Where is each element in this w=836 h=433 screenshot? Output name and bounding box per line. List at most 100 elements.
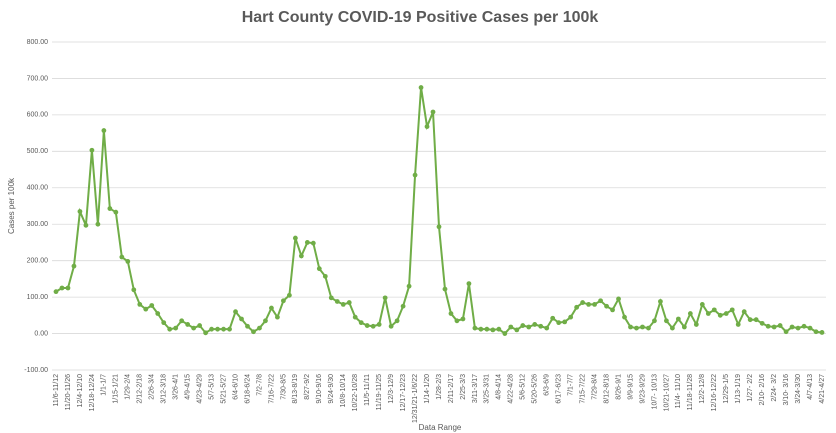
point — [442, 286, 448, 292]
point — [65, 285, 71, 291]
x-tick-label: 6/17-6/23 — [556, 374, 563, 404]
point — [53, 289, 59, 295]
x-tick-label: 3/10- 3/16 — [783, 374, 790, 406]
point — [771, 324, 777, 330]
point — [669, 325, 675, 331]
x-tick-label: 11/18-11/28 — [687, 374, 694, 410]
point — [233, 309, 238, 315]
point — [382, 295, 388, 301]
point — [604, 303, 609, 309]
point — [340, 302, 346, 307]
point — [490, 327, 496, 333]
point — [795, 325, 801, 331]
point — [448, 311, 454, 316]
x-tick-label: 5/6-5/12 — [520, 374, 527, 400]
point — [167, 326, 173, 332]
point — [281, 298, 286, 304]
x-tick-label: 12/3-12/9 — [388, 374, 395, 404]
point — [729, 307, 735, 313]
x-tick-label: 12/16-12/22 — [711, 374, 718, 411]
point — [328, 295, 334, 301]
y-tick-label: 400.00 — [27, 185, 49, 192]
point — [747, 317, 753, 323]
x-tick-label: 4/7-4/13 — [807, 374, 814, 400]
point — [777, 323, 783, 328]
point — [765, 323, 771, 329]
x-tick-label: 7/1-7/7 — [568, 374, 575, 396]
point — [125, 258, 131, 264]
x-tick-label: 1/13-1/19 — [735, 374, 742, 404]
point — [95, 221, 101, 227]
point — [783, 329, 789, 335]
x-tick-label: 7/16-7/22 — [268, 374, 275, 404]
x-tick-label: 7/2-7/8 — [256, 374, 263, 396]
x-tick-label: 12/29-1/5 — [723, 374, 730, 404]
x-tick-label: 1/29-2/4 — [125, 374, 132, 400]
point — [813, 329, 819, 335]
point — [257, 325, 262, 331]
point — [322, 273, 328, 279]
y-tick-label: -100.00 — [24, 367, 48, 374]
point — [173, 325, 179, 331]
x-tick-label: 3/24-3/30 — [795, 374, 802, 404]
point — [502, 331, 508, 336]
point — [179, 318, 185, 324]
x-tick-label: 8/26-9/1 — [615, 374, 622, 400]
x-tick-label: 8/27-9/2 — [304, 374, 311, 400]
point — [664, 318, 669, 324]
x-tick-label: 10/7- 10/13 — [651, 374, 658, 410]
point — [185, 322, 191, 327]
point — [346, 300, 352, 305]
x-tick-label: 1/28-2/3 — [436, 374, 443, 400]
y-tick-label: 0.00 — [34, 330, 48, 337]
x-tick-label: 10/21-10/27 — [663, 374, 670, 411]
x-tick-label: 5/7-5/13 — [208, 374, 215, 400]
point — [693, 322, 699, 327]
point — [316, 266, 322, 272]
x-tick-label: 2/10- 2/16 — [759, 374, 766, 406]
point — [161, 320, 167, 326]
point — [514, 327, 520, 333]
point — [658, 299, 663, 304]
point — [119, 254, 125, 260]
point — [113, 209, 119, 215]
point — [478, 326, 484, 332]
x-tick-label: 1/27- 2/2 — [747, 374, 754, 402]
x-tick-label: 4/23-4/29 — [196, 374, 203, 404]
point — [388, 323, 394, 329]
point — [723, 311, 729, 316]
x-tick-label: 3/25-3/31 — [484, 374, 491, 404]
point — [705, 311, 711, 316]
point — [526, 324, 532, 330]
x-tick-label: 8/12-8/18 — [603, 374, 610, 404]
point — [251, 329, 256, 335]
point — [376, 322, 382, 327]
point — [370, 323, 376, 329]
x-tick-label: 9/23-9/29 — [639, 374, 646, 404]
x-tick-label: 12/2-12/8 — [699, 374, 706, 404]
point — [520, 323, 526, 328]
point — [400, 303, 406, 309]
x-tick-label: 9/9-9/15 — [627, 374, 634, 400]
point — [334, 299, 340, 304]
x-tick-label: 2/26-3/4 — [149, 374, 156, 400]
point — [574, 304, 580, 310]
point — [562, 319, 568, 325]
point — [634, 325, 639, 331]
point — [131, 287, 137, 293]
point — [412, 172, 418, 178]
point — [137, 302, 143, 307]
point — [89, 147, 95, 153]
point — [640, 324, 645, 330]
point — [197, 323, 203, 328]
x-tick-label: 4/8-4/14 — [496, 374, 503, 400]
point — [460, 316, 466, 322]
point — [454, 318, 460, 324]
x-tick-label: 2/12-2/18 — [137, 374, 144, 404]
point — [310, 240, 316, 246]
x-axis-label: Data Range — [419, 423, 462, 432]
point — [352, 314, 358, 320]
point — [538, 323, 544, 329]
point — [807, 325, 813, 331]
